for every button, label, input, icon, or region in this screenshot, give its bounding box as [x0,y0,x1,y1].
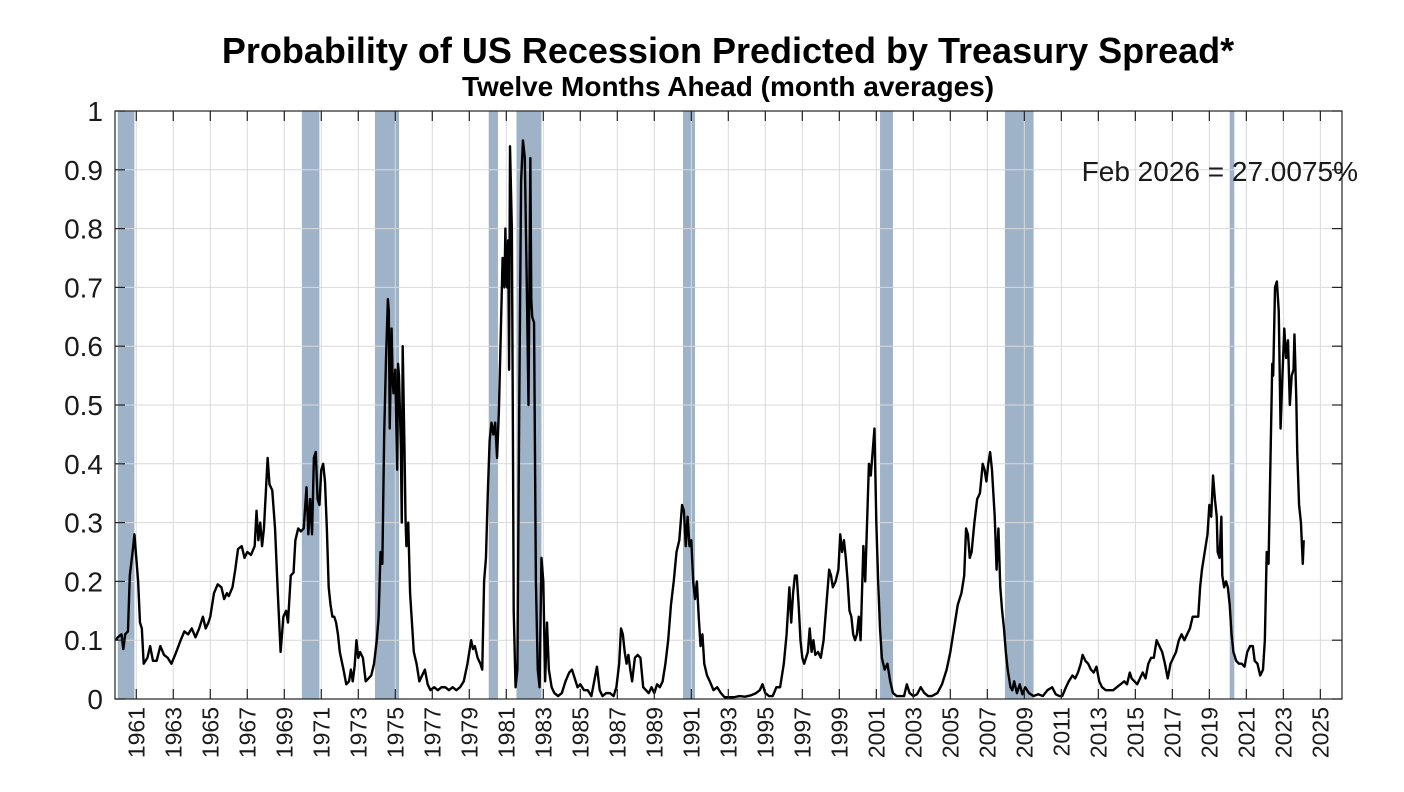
x-tick-label: 1979 [456,707,482,758]
series-group [114,139,1305,699]
x-tick-label: 1989 [641,707,667,758]
x-tick-label: 2005 [937,707,963,758]
y-tick-label: 0.9 [64,155,103,186]
x-tick-label: 2001 [863,707,889,758]
x-tick-label: 2003 [900,707,926,758]
y-tick-label: 0.7 [64,272,103,303]
x-tick-label: 2023 [1270,707,1296,758]
x-tick-label: 1987 [604,707,630,758]
x-tick-label: 1991 [678,707,704,758]
x-tick-label: 1971 [308,707,334,758]
x-tick-label: 1981 [493,707,519,758]
x-tick-label: 1999 [826,707,852,758]
x-tick-label: 2021 [1233,707,1259,758]
x-tick-label: 1985 [567,707,593,758]
x-tick-label: 1961 [123,707,149,758]
chart-annotation: Feb 2026 = 27.0075% [1082,156,1358,187]
chart-title: Probability of US Recession Predicted by… [222,30,1234,71]
y-tick-label: 0.2 [64,566,103,597]
y-axis: 0 0.1 0.2 0.3 0.4 0.5 0.6 0.7 0.8 0.9 1 [64,96,1342,715]
x-tick-label: 1983 [530,707,556,758]
x-tick-label: 2015 [1122,707,1148,758]
x-tick-label: 1967 [234,707,260,758]
x-tick-label: 2009 [1011,707,1037,758]
y-tick-label: 0.8 [64,214,103,245]
y-tick-label: 0.4 [64,449,103,480]
x-tick-label: 1965 [197,707,223,758]
x-tick-label: 1993 [715,707,741,758]
y-tick-label: 0.5 [64,390,103,421]
x-tick-label: 1977 [419,707,445,758]
x-tick-label: 2011 [1048,707,1074,756]
x-tick-label: 1997 [789,707,815,758]
x-tick-label: 1969 [271,707,297,758]
x-tick-label: 1995 [752,707,778,758]
y-tick-label: 0.1 [64,625,103,656]
x-tick-label: 2019 [1196,707,1222,758]
x-tick-label: 2013 [1085,707,1111,758]
series-line [114,139,1305,699]
x-tick-label: 2007 [974,707,1000,758]
y-tick-label: 0.6 [64,331,103,362]
y-tick-label: 1 [87,96,103,127]
x-axis: 1961 1963 1965 1967 1969 1971 1973 1975 1977 1979… [123,111,1333,758]
chart-subtitle: Twelve Months Ahead (month averages) [462,71,994,102]
x-tick-label: 2025 [1307,707,1333,758]
y-tick-label: 0 [87,684,103,715]
y-tick-label: 0.3 [64,508,103,539]
x-tick-label: 2017 [1159,707,1185,758]
x-tick-label: 1975 [382,707,408,758]
x-tick-label: 1963 [160,707,186,758]
x-tick-label: 1973 [345,707,371,758]
